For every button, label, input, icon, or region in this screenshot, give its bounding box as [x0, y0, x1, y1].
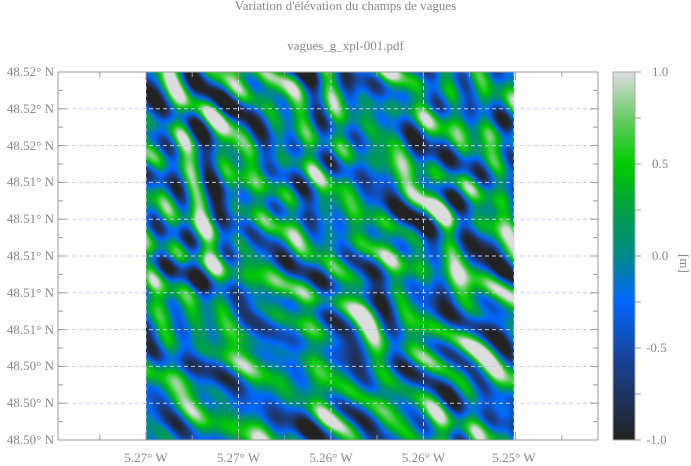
- y-tick-label: 48.50° N: [6, 395, 54, 411]
- y-tick-label: 48.52° N: [6, 137, 54, 153]
- y-tick-label: 48.51° N: [6, 284, 54, 300]
- y-tick-label: 48.51° N: [6, 174, 54, 190]
- y-tick-label: 48.50° N: [6, 432, 54, 447]
- y-tick-label: 48.52° N: [6, 64, 54, 79]
- colorbar: [613, 72, 635, 440]
- colorbar-tick-label: -1.0: [646, 432, 667, 447]
- y-tick-label: 48.51° N: [6, 321, 54, 337]
- colorbar-label: [m]: [677, 254, 691, 273]
- x-tick-label: 5.27° W: [216, 450, 261, 465]
- colorbar-tick-label: 1.0: [652, 64, 669, 79]
- colorbar-tick-label: 0.5: [652, 156, 669, 171]
- colorbar-tick-label: 0.0: [652, 248, 669, 263]
- chart-subtitle: vagues_g_xpl-001.pdf: [287, 38, 404, 53]
- chart-title: Variation d'élévation du champs de vague…: [234, 0, 457, 13]
- y-tick-label: 48.50° N: [6, 358, 54, 374]
- colorbar-tick-label: -0.5: [646, 340, 667, 355]
- y-tick-label: 48.52° N: [6, 100, 54, 116]
- y-tick-label: 48.51° N: [6, 248, 54, 263]
- x-tick-label: 5.26° W: [401, 450, 446, 465]
- x-tick-label: 5.25° W: [492, 450, 536, 465]
- x-tick-label: 5.27° W: [124, 450, 168, 465]
- colorbar-frame: [612, 71, 636, 441]
- y-tick-label: 48.51° N: [6, 211, 54, 227]
- x-tick-label: 5.26° W: [309, 450, 353, 465]
